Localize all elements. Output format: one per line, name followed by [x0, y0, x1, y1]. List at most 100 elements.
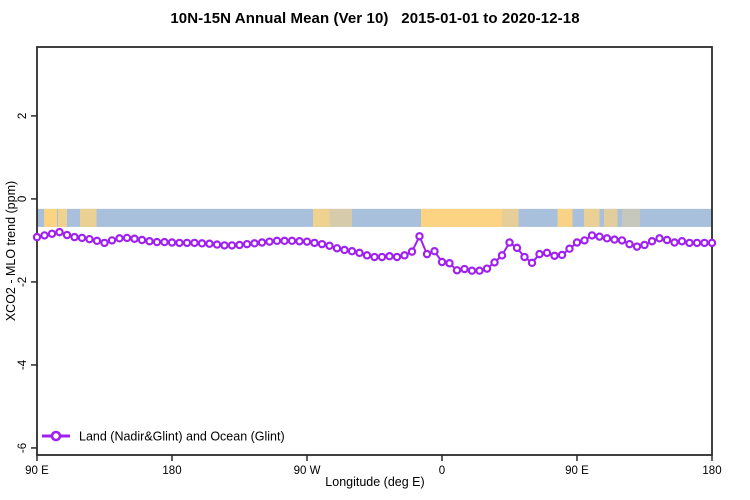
y-tick-label: 0	[17, 196, 29, 202]
data-point-marker	[617, 236, 627, 245]
data-point-marker	[272, 236, 282, 246]
data-point-marker	[377, 252, 387, 262]
data-point-marker	[437, 257, 447, 267]
data-point-marker	[677, 237, 687, 246]
data-point-marker	[400, 251, 409, 260]
data-point-marker	[130, 234, 139, 243]
data-point-marker	[670, 238, 679, 247]
data-point-marker	[430, 247, 439, 256]
data-point-marker	[347, 247, 357, 256]
data-point-marker	[640, 240, 649, 250]
map-strip-land-segment	[584, 208, 600, 227]
x-axis-label: Longitude (deg E)	[325, 475, 425, 489]
data-point-marker	[475, 266, 484, 275]
data-point-marker	[392, 252, 402, 262]
x-tick-label: 90 W	[294, 465, 321, 477]
data-point-marker	[452, 266, 462, 275]
data-point-marker	[445, 259, 454, 268]
data-point-marker	[692, 238, 702, 248]
data-point-marker	[77, 233, 87, 243]
data-point-marker	[340, 245, 349, 255]
data-point-marker	[190, 238, 199, 248]
x-tick-label: 180	[162, 465, 181, 477]
data-point-marker	[182, 238, 192, 248]
data-point-marker	[55, 227, 64, 237]
map-strip-land-segment	[502, 208, 519, 227]
y-tick-label: -6	[17, 443, 29, 453]
data-point-marker	[152, 237, 162, 247]
data-point-marker	[707, 238, 717, 248]
map-strip-land-segment	[557, 208, 573, 227]
data-point-marker	[205, 239, 214, 248]
legend-label: Land (Nadir&Glint) and Ocean (Glint)	[79, 430, 285, 444]
legend-marker-icon	[50, 430, 62, 442]
data-point-marker	[122, 233, 132, 243]
data-point-marker	[557, 250, 567, 260]
data-point-marker	[115, 234, 124, 243]
data-point-marker	[565, 244, 574, 253]
x-tick-label: 90 E	[25, 465, 49, 477]
y-tick-label: -2	[17, 277, 29, 287]
data-point-marker	[92, 236, 102, 246]
data-point-marker	[62, 230, 72, 240]
data-point-marker	[512, 243, 522, 253]
map-strip-land-segment	[622, 208, 640, 227]
x-tick-label: 0	[439, 465, 445, 477]
data-point-marker	[655, 234, 664, 243]
data-point-marker	[100, 238, 109, 248]
data-point-marker	[647, 237, 657, 246]
data-point-marker	[137, 235, 147, 245]
data-point-marker	[482, 264, 492, 273]
map-strip-land-segment	[329, 208, 352, 227]
data-point-marker	[32, 232, 42, 242]
plot-border	[36, 46, 713, 456]
data-point-marker	[362, 251, 372, 260]
x-tick-label: 90 E	[565, 465, 589, 477]
data-point-marker	[295, 237, 304, 246]
data-point-marker	[610, 235, 619, 244]
data-point-marker	[302, 237, 312, 246]
data-point-marker	[572, 238, 582, 247]
data-point-marker	[242, 239, 252, 249]
data-point-marker	[415, 232, 424, 241]
data-point-marker	[497, 251, 507, 260]
data-point-marker	[40, 231, 49, 240]
data-point-marker	[47, 229, 57, 238]
data-point-marker	[467, 266, 477, 275]
data-point-marker	[167, 238, 177, 247]
data-point-marker	[505, 238, 514, 247]
data-point-marker	[625, 239, 634, 249]
data-point-marker	[527, 258, 537, 268]
data-point-marker	[197, 239, 207, 248]
data-point-marker	[332, 244, 342, 253]
data-point-marker	[685, 238, 694, 248]
map-strip-land-segment	[58, 208, 67, 227]
data-point-marker	[550, 251, 559, 260]
data-point-marker	[175, 238, 184, 248]
map-strip-land-segment	[421, 208, 502, 227]
data-point-marker	[70, 232, 79, 242]
data-point-marker	[287, 236, 297, 246]
data-point-marker	[587, 231, 597, 240]
data-point-marker	[632, 242, 642, 251]
data-point-marker	[595, 232, 604, 241]
data-point-marker	[602, 234, 612, 243]
data-point-marker	[160, 237, 169, 247]
map-strip-land-segment	[313, 208, 330, 227]
data-point-marker	[235, 240, 244, 250]
map-strip-land-segment	[80, 208, 97, 227]
data-point-marker	[310, 238, 319, 248]
x-tick-label: 180	[702, 465, 721, 477]
data-point-marker	[385, 251, 394, 261]
data-point-marker	[542, 248, 552, 258]
data-point-marker	[370, 252, 379, 262]
data-point-marker	[85, 234, 94, 244]
chart-title: 10N-15N Annual Mean (Ver 10) 2015-01-01 …	[170, 10, 580, 27]
data-point-marker	[265, 237, 274, 246]
data-point-marker	[355, 248, 364, 258]
y-tick-label: 2	[17, 113, 29, 119]
data-point-marker	[490, 258, 499, 267]
data-point-marker	[145, 237, 154, 246]
data-point-marker	[407, 247, 417, 256]
